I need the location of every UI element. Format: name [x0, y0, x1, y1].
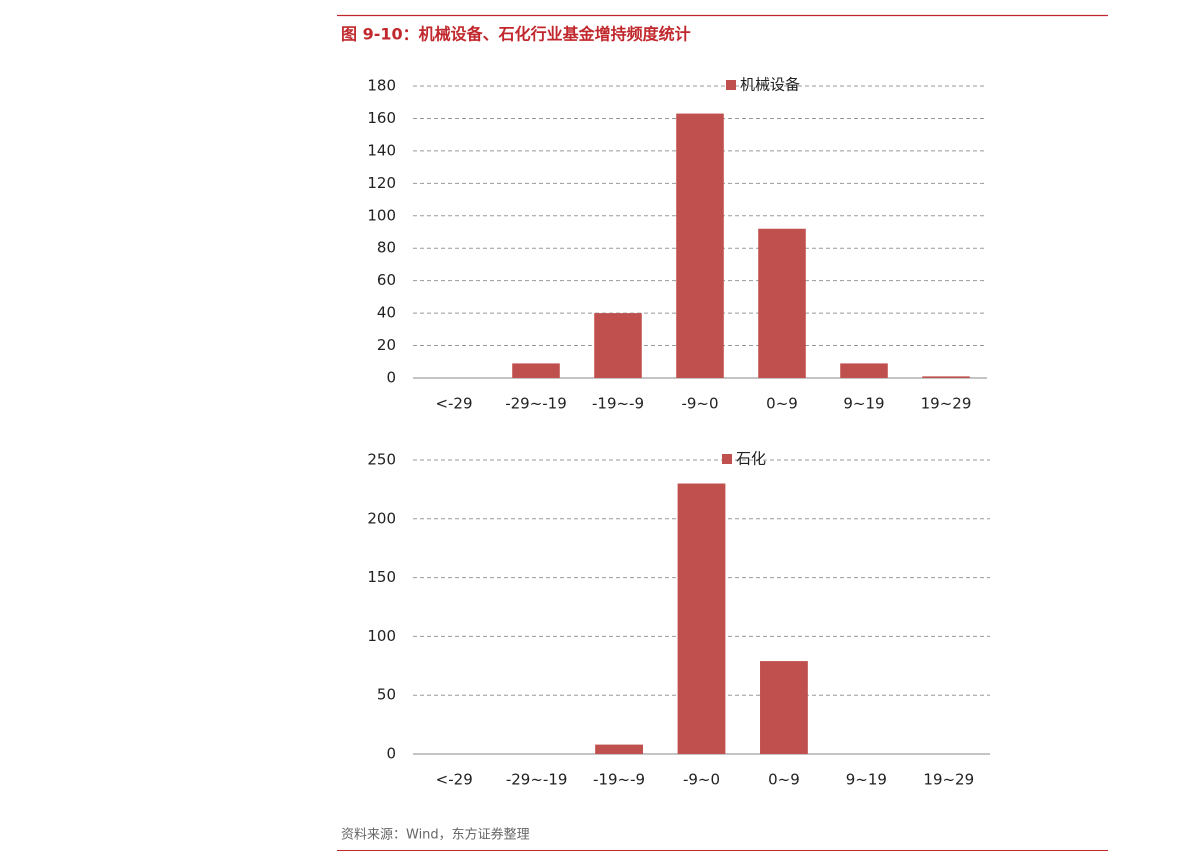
y-tick-label: 50 — [377, 686, 396, 704]
x-tick-label: 19~29 — [923, 771, 974, 789]
figure-title: 图 9-10：机械设备、石化行业基金增持频度统计 — [341, 25, 691, 44]
bar — [922, 376, 970, 378]
legend-swatch — [726, 80, 736, 90]
y-tick-label: 100 — [367, 206, 396, 224]
y-tick-label: 0 — [386, 745, 396, 763]
y-tick-label: 120 — [367, 174, 396, 192]
legend-label: 石化 — [736, 450, 766, 468]
bar — [758, 228, 806, 378]
y-tick-label: 250 — [367, 451, 396, 469]
bar — [676, 113, 724, 379]
y-tick-label: 140 — [367, 141, 396, 159]
bar — [594, 313, 642, 378]
x-tick-label: -29~-19 — [506, 771, 568, 789]
bar — [595, 744, 643, 754]
y-tick-label: 100 — [367, 627, 396, 645]
y-tick-label: 40 — [377, 304, 396, 322]
x-tick-label: <-29 — [435, 395, 472, 413]
x-tick-label: 19~29 — [921, 395, 972, 413]
y-tick-label: 160 — [367, 109, 396, 127]
x-tick-label: -19~-9 — [593, 771, 645, 789]
bar — [840, 363, 888, 378]
bar — [677, 483, 726, 754]
y-tick-label: 200 — [367, 509, 396, 527]
bar — [760, 661, 808, 754]
x-tick-label: 9~19 — [843, 395, 884, 413]
x-tick-label: -9~0 — [683, 771, 720, 789]
x-tick-label: -19~-9 — [592, 395, 644, 413]
y-tick-label: 60 — [377, 271, 396, 289]
y-tick-label: 20 — [377, 336, 396, 354]
x-tick-label: <-29 — [436, 771, 473, 789]
y-tick-label: 80 — [377, 239, 396, 257]
x-tick-label: 9~19 — [846, 771, 887, 789]
x-tick-label: 0~9 — [766, 395, 798, 413]
y-tick-label: 150 — [367, 568, 396, 586]
x-tick-label: -29~-19 — [505, 395, 567, 413]
y-tick-label: 0 — [386, 369, 396, 387]
y-tick-label: 180 — [367, 77, 396, 95]
legend-label: 机械设备 — [740, 76, 800, 94]
bar — [512, 363, 560, 378]
x-tick-label: 0~9 — [768, 771, 800, 789]
legend-swatch — [722, 454, 732, 464]
source-note: 资料来源：Wind，东方证券整理 — [341, 827, 530, 843]
x-tick-label: -9~0 — [681, 395, 718, 413]
